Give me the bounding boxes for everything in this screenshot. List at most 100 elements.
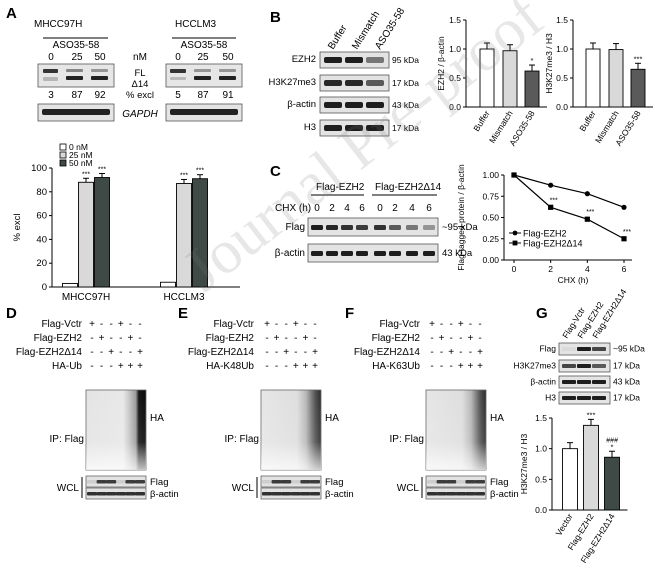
band: [87, 480, 97, 484]
condition-sign: -: [100, 319, 103, 330]
band: [389, 225, 401, 230]
conc-2-0: 0: [175, 52, 181, 63]
x-axis-label: CHX (h): [558, 275, 589, 285]
band: [300, 492, 311, 496]
blot-a-1: [37, 63, 115, 88]
legend-label: 0 nM: [69, 142, 88, 152]
condition-sign: -: [110, 333, 113, 344]
band: [562, 380, 576, 384]
kda-label: 17 kDa: [392, 78, 419, 88]
lane-b-aso: ASO35-58: [373, 6, 407, 52]
x-tick-label: MHCC97H: [62, 292, 110, 303]
band: [562, 347, 576, 351]
y-tick-label: 1.00: [482, 170, 499, 180]
condition-sign: -: [138, 319, 141, 330]
legend-label: 25 nM: [69, 150, 93, 160]
blot-label: β-actin: [275, 248, 305, 259]
bar: [608, 49, 624, 108]
y-tick-label: 0.75: [482, 191, 499, 201]
band: [562, 364, 576, 368]
data-point: [548, 204, 554, 210]
condition-sign: -: [450, 361, 453, 372]
blot-label: Flag: [539, 344, 556, 354]
condition-sign: +: [127, 333, 133, 344]
band: [115, 480, 126, 484]
condition-sign: +: [477, 347, 483, 358]
condition-sign: -: [265, 361, 268, 372]
band: [427, 480, 437, 484]
condition-sign: +: [302, 361, 308, 372]
legend-swatch: [59, 143, 67, 151]
condition-sign: -: [440, 319, 443, 330]
band: [271, 480, 282, 484]
bar: [62, 282, 78, 288]
loading-label: GAPDH: [122, 109, 158, 120]
condition-sign: -: [275, 361, 278, 372]
significance-label: *: [611, 442, 614, 451]
kda-label: 43 kDa: [392, 100, 419, 110]
y-axis-label: H3K27me3 / H3: [544, 33, 554, 94]
condition-label: Flag-EZH2: [372, 333, 421, 344]
band: [577, 396, 591, 400]
significance-label-2: ###: [606, 437, 618, 444]
data-point: [584, 191, 590, 197]
band: [310, 492, 320, 496]
condition-sign: +: [429, 319, 435, 330]
band: [455, 492, 466, 496]
x-tick-label: 6: [622, 264, 627, 274]
panel-letter-a: A: [6, 5, 17, 22]
band: [406, 251, 418, 256]
band: [281, 480, 292, 484]
blot-label: β-actin: [287, 99, 316, 110]
condition-sign: +: [312, 347, 318, 358]
y-axis-label: Flag-tagged protein / β-actin: [456, 164, 466, 271]
band: [577, 347, 591, 351]
conc-2-50: 50: [222, 52, 234, 63]
kda-label: ~95 kDa: [442, 222, 478, 233]
x-tick-label: 4: [585, 264, 590, 274]
y-axis-label: H3K27me3 / H3: [519, 433, 529, 494]
blot-label: H3K27me3: [513, 361, 556, 371]
wcl-blot-label: β-actin: [490, 489, 519, 500]
band: [300, 480, 311, 484]
blots-c: Flag ~95 kDa β-actin 43 kDa: [275, 217, 478, 263]
chx-time: 4: [344, 203, 350, 214]
band: [356, 225, 368, 230]
kda-label: 95 kDa: [392, 55, 419, 65]
blot-label: Flag: [286, 222, 305, 233]
condition-sign: -: [129, 319, 132, 330]
band-label-excl: % excl: [126, 90, 154, 101]
data-point: [584, 216, 590, 222]
treatment-label-1: ASO35-58: [53, 40, 100, 51]
blot-label: H3: [304, 122, 316, 133]
x-tick-label: Vector: [553, 512, 574, 538]
condition-sign: -: [138, 333, 141, 344]
chart-a: 0 20 40 60 80 100 % excl *** *** MHCC97H *** *** HCC…: [12, 142, 240, 303]
y-tick-label: 100: [31, 163, 47, 174]
condition-sign: -: [304, 319, 307, 330]
panel-a: A MHCC97H HCCLM3 ASO35-58 ASO35-58 0 25 …: [6, 5, 243, 303]
y-tick-label: 0.25: [482, 234, 499, 244]
condition-sign: -: [430, 361, 433, 372]
ha-label: HA: [325, 413, 339, 424]
y-tick-label: 0.0: [556, 102, 568, 112]
condition-sign: -: [285, 361, 288, 372]
band: [475, 480, 485, 484]
condition-label: Flag-EZH2: [206, 333, 255, 344]
excl-1-0: 3: [48, 90, 54, 101]
condition-sign: -: [469, 347, 472, 358]
chx-time: 0: [314, 203, 320, 214]
blot-strip: [307, 217, 439, 237]
panel-g: G Flag-Vctr Flag-EZH2 Flag-EZH2Δ14 Flag ~…: [513, 287, 645, 565]
conc-1-50: 50: [94, 52, 106, 63]
y-tick-label: 40: [36, 234, 47, 245]
band: [436, 492, 447, 496]
band: [366, 102, 384, 108]
condition-sign: +: [274, 333, 280, 344]
condition-sign: -: [459, 333, 462, 344]
condition-sign: +: [137, 347, 143, 358]
band: [106, 492, 117, 496]
band: [324, 125, 342, 131]
